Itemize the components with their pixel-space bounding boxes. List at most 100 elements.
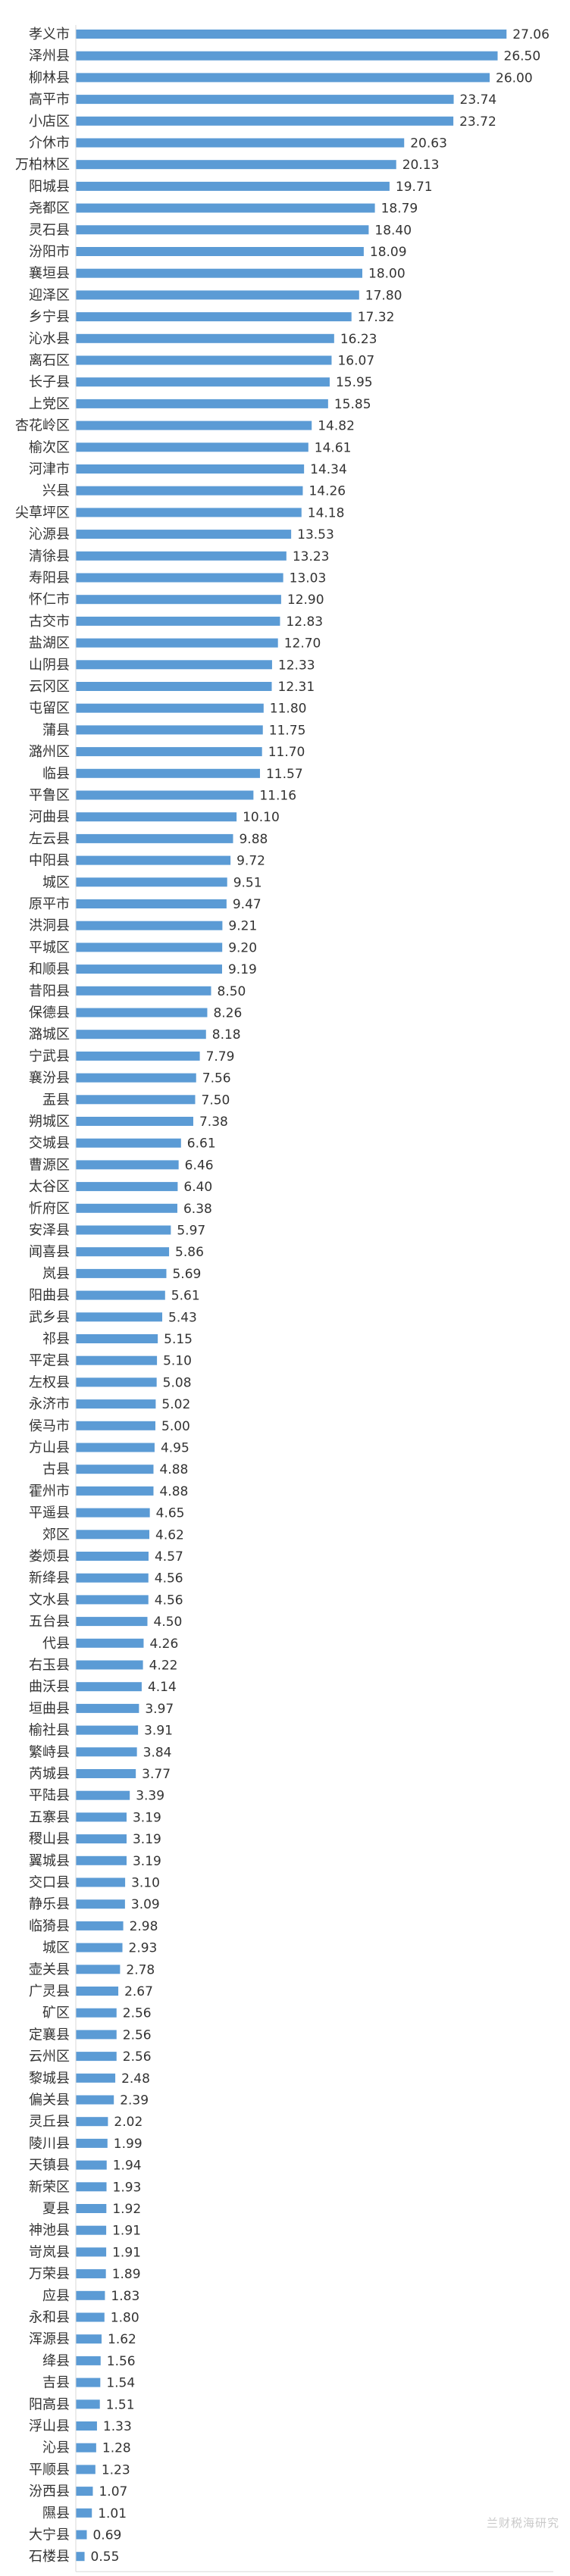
bar bbox=[76, 312, 352, 322]
category-label: 寿阳县 bbox=[29, 571, 70, 586]
category-label: 河曲县 bbox=[29, 809, 70, 825]
value-label: 2.02 bbox=[114, 2115, 142, 2130]
value-label: 8.18 bbox=[212, 1027, 241, 1043]
bar bbox=[76, 2552, 85, 2562]
bar bbox=[76, 1921, 124, 1930]
value-label: 3.10 bbox=[131, 1876, 160, 1891]
category-label: 怀仁市 bbox=[29, 592, 70, 608]
value-label: 2.56 bbox=[123, 2006, 152, 2021]
category-label: 小店区 bbox=[29, 114, 70, 130]
value-labels-group: 27.06 26.50 26.00 23.74 23.72 20.63 20.13 19.71… bbox=[91, 27, 550, 2565]
bar bbox=[76, 1508, 150, 1518]
bar bbox=[76, 2052, 117, 2062]
value-label: 4.57 bbox=[155, 1549, 183, 1565]
value-label: 2.56 bbox=[123, 2049, 152, 2065]
bar bbox=[76, 2443, 96, 2453]
value-label: 4.88 bbox=[159, 1484, 188, 1499]
category-label: 曹源区 bbox=[29, 1157, 70, 1173]
category-label: 娄烦县 bbox=[29, 1549, 70, 1565]
bar bbox=[76, 2312, 105, 2322]
category-label: 迎泽区 bbox=[29, 287, 70, 303]
category-label: 孝义市 bbox=[29, 27, 70, 42]
category-label: 盂县 bbox=[42, 1092, 70, 1108]
category-label: 朔城区 bbox=[29, 1114, 70, 1130]
bar bbox=[76, 1160, 179, 1170]
category-label: 泽州县 bbox=[29, 48, 70, 64]
category-label: 柳林县 bbox=[29, 70, 70, 86]
value-label: 5.10 bbox=[163, 1354, 192, 1369]
bar bbox=[76, 2421, 97, 2431]
bar bbox=[76, 2095, 114, 2105]
bar bbox=[76, 2290, 105, 2300]
category-label: 矿区 bbox=[42, 2005, 70, 2021]
category-label: 和顺县 bbox=[29, 961, 70, 977]
value-label: 3.19 bbox=[133, 1832, 161, 1847]
bar bbox=[76, 181, 390, 191]
value-label: 3.19 bbox=[133, 1854, 161, 1869]
bar bbox=[76, 682, 272, 691]
bar bbox=[76, 1855, 127, 1865]
bar bbox=[76, 355, 332, 365]
bar bbox=[76, 833, 233, 843]
value-label: 23.72 bbox=[459, 114, 496, 130]
bar bbox=[76, 1203, 177, 1213]
category-label: 绛县 bbox=[42, 2353, 70, 2369]
bar bbox=[76, 2204, 107, 2213]
category-label: 稷山县 bbox=[29, 1831, 70, 1847]
bar bbox=[76, 660, 272, 670]
value-label: 5.15 bbox=[164, 1332, 193, 1347]
value-label: 6.38 bbox=[183, 1202, 212, 1217]
bar bbox=[76, 1682, 142, 1692]
bar bbox=[76, 442, 308, 452]
value-label: 2.98 bbox=[130, 1919, 158, 1934]
category-label: 盐湖区 bbox=[29, 636, 70, 652]
bar bbox=[76, 95, 454, 105]
category-label: 永济市 bbox=[29, 1396, 70, 1412]
category-label: 石楼县 bbox=[29, 2549, 70, 2565]
bar bbox=[76, 225, 369, 235]
bar bbox=[76, 203, 375, 213]
category-label: 五寨县 bbox=[29, 1809, 70, 1825]
value-label: 4.26 bbox=[149, 1637, 178, 1652]
category-label: 汾西县 bbox=[29, 2484, 70, 2499]
value-label: 1.51 bbox=[106, 2397, 135, 2412]
bar bbox=[76, 638, 278, 648]
bar bbox=[76, 1117, 193, 1126]
value-label: 18.40 bbox=[374, 223, 412, 238]
bar bbox=[76, 812, 237, 822]
category-label: 静乐县 bbox=[29, 1896, 70, 1912]
bar bbox=[76, 2399, 100, 2409]
value-label: 5.08 bbox=[163, 1375, 192, 1390]
bar bbox=[76, 1552, 149, 1561]
category-label: 平鲁区 bbox=[29, 788, 70, 804]
value-label: 17.80 bbox=[365, 288, 402, 303]
bar bbox=[76, 399, 328, 408]
category-label: 云州区 bbox=[29, 2049, 70, 2065]
bar bbox=[76, 377, 330, 387]
bar bbox=[76, 2030, 117, 2040]
bar bbox=[76, 1268, 167, 1278]
value-label: 4.62 bbox=[155, 1527, 184, 1543]
category-label: 离石区 bbox=[29, 353, 70, 369]
category-label: 霍州市 bbox=[29, 1483, 70, 1499]
bar bbox=[76, 1638, 144, 1648]
bar bbox=[76, 855, 231, 865]
value-label: 3.39 bbox=[136, 1789, 164, 1804]
category-label: 兴县 bbox=[42, 483, 70, 499]
value-label: 0.55 bbox=[91, 2549, 120, 2565]
value-label: 7.56 bbox=[202, 1071, 231, 1086]
bars-group bbox=[76, 30, 507, 2562]
value-label: 4.95 bbox=[161, 1441, 189, 1456]
bar bbox=[76, 1790, 130, 1800]
value-label: 6.46 bbox=[185, 1158, 214, 1173]
category-label: 浮山县 bbox=[29, 2418, 70, 2434]
value-label: 4.65 bbox=[156, 1506, 185, 1521]
value-label: 7.50 bbox=[202, 1093, 230, 1108]
bar bbox=[76, 530, 292, 539]
bar bbox=[76, 1355, 158, 1365]
bar bbox=[76, 1660, 143, 1670]
bar bbox=[76, 508, 302, 517]
bar bbox=[76, 1465, 154, 1474]
value-label: 5.86 bbox=[175, 1245, 204, 1260]
category-label: 榆次区 bbox=[29, 439, 70, 455]
